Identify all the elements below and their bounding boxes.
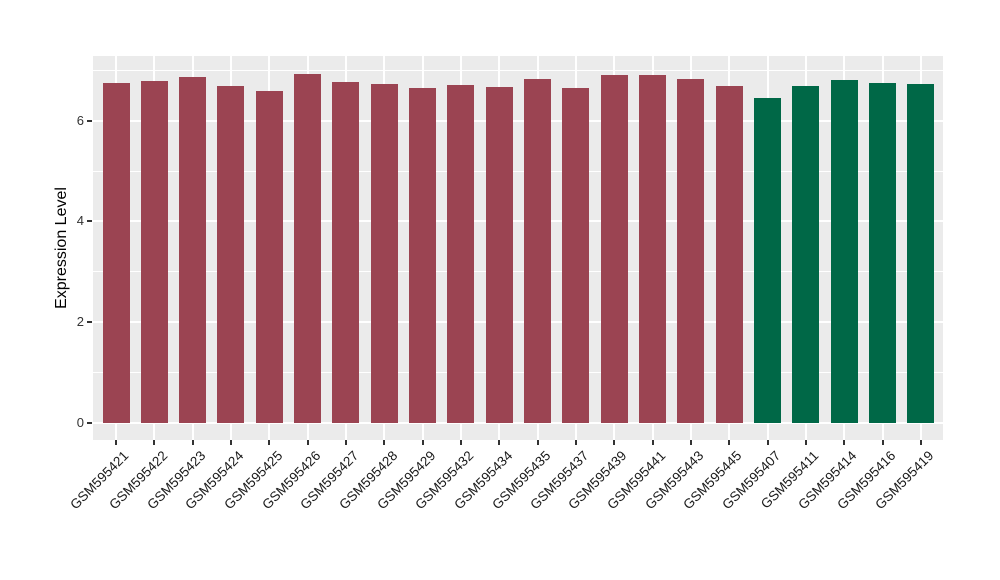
x-tick-mark-GSM595439 (613, 440, 616, 445)
x-tick-mark-GSM595434 (498, 440, 501, 445)
y-tick-label-0: 0 (76, 415, 84, 430)
bar-GSM595441 (639, 75, 667, 423)
x-tick-mark-GSM595423 (191, 440, 194, 445)
x-tick-mark-GSM595435 (536, 440, 539, 445)
bar-GSM595411 (792, 86, 820, 423)
x-tick-mark-GSM595421 (115, 440, 117, 445)
x-tick-mark-GSM595445 (728, 440, 731, 445)
bar-GSM595416 (869, 83, 897, 423)
gridline-minor-y-1 (93, 372, 943, 374)
y-tick-label-4: 4 (76, 213, 84, 229)
bar-GSM595421 (102, 82, 130, 423)
x-tick-mark-GSM595422 (153, 440, 156, 445)
x-tick-mark-GSM595432 (459, 440, 462, 445)
bar-GSM595425 (255, 90, 283, 423)
x-tick-mark-GSM595426 (306, 440, 309, 445)
x-tick-mark-GSM595407 (766, 440, 769, 445)
x-tick-mark-GSM595441 (651, 440, 654, 445)
y-tick-mark-4 (87, 220, 92, 223)
x-tick-mark-GSM595429 (421, 440, 424, 445)
x-tick-mark-GSM595419 (919, 440, 922, 445)
y-tick-mark-0 (87, 422, 92, 424)
bar-GSM595432 (447, 84, 475, 423)
gridline-minor-y-3 (93, 271, 943, 273)
y-tick-label-6: 6 (76, 112, 84, 128)
bar-GSM595419 (907, 83, 935, 423)
bar-GSM595424 (217, 86, 245, 423)
bar-GSM595437 (562, 88, 590, 423)
bar-GSM595434 (485, 86, 513, 423)
x-tick-mark-GSM595411 (804, 440, 807, 445)
x-tick-mark-GSM595425 (268, 440, 271, 445)
y-axis-title: Expression Level (53, 187, 70, 309)
plot-panel (93, 56, 943, 440)
y-tick-mark-2 (87, 321, 92, 324)
bar-GSM595428 (370, 84, 398, 423)
bar-GSM595407 (754, 97, 782, 423)
bar-GSM595439 (600, 74, 628, 423)
x-tick-mark-GSM595414 (843, 440, 846, 445)
y-tick-label-2: 2 (76, 314, 84, 330)
x-tick-mark-GSM595416 (881, 440, 884, 445)
gridline-major-y-6 (93, 119, 943, 122)
y-tick-mark-6 (87, 119, 92, 122)
gridline-major-y-4 (93, 220, 943, 223)
gridline-major-y-0 (93, 422, 943, 424)
gridline-minor-y-7 (93, 69, 943, 71)
bar-GSM595422 (140, 80, 168, 423)
bar-GSM595427 (332, 81, 360, 423)
bar-GSM595414 (830, 79, 858, 423)
bar-GSM595443 (677, 79, 705, 423)
bar-GSM595426 (294, 73, 322, 423)
gridline-major-y-2 (93, 321, 943, 324)
bar-GSM595423 (179, 76, 207, 423)
x-tick-mark-GSM595428 (383, 440, 386, 445)
x-tick-mark-GSM595427 (344, 440, 347, 445)
x-tick-mark-GSM595437 (574, 440, 577, 445)
bar-GSM595429 (409, 87, 437, 423)
x-tick-mark-GSM595443 (689, 440, 692, 445)
bar-GSM595445 (715, 85, 743, 423)
bar-GSM595435 (524, 78, 552, 423)
x-tick-mark-GSM595424 (229, 440, 232, 445)
gridline-minor-y-5 (93, 170, 943, 172)
